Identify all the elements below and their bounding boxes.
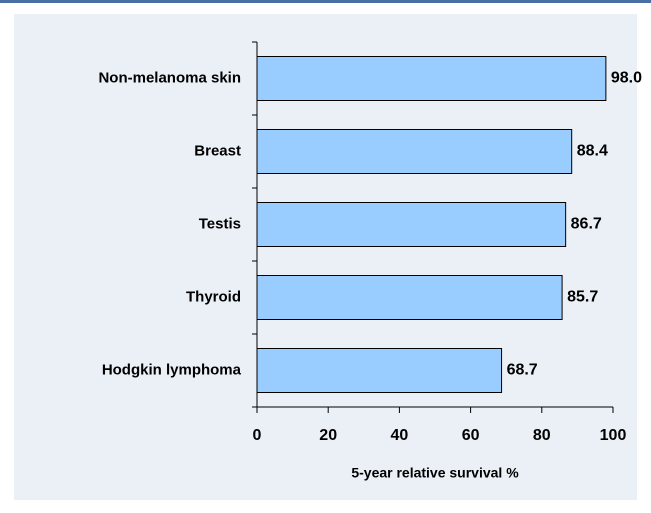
y-tick-label: Testis	[199, 215, 241, 232]
y-tick-label: Breast	[194, 142, 241, 159]
y-tick-label: Non-melanoma skin	[98, 69, 241, 86]
value-label: 68.7	[507, 362, 538, 379]
value-label: 98.0	[611, 70, 642, 87]
x-tick-label: 0	[253, 427, 262, 444]
value-label: 86.7	[571, 216, 602, 233]
x-tick-label: 20	[319, 427, 337, 444]
top-border	[0, 0, 651, 3]
bar	[256, 275, 563, 320]
value-label: 88.4	[577, 143, 608, 160]
x-tick-label: 100	[600, 427, 627, 444]
bar	[256, 129, 573, 174]
x-tick-label: 40	[391, 427, 409, 444]
bar	[256, 56, 607, 101]
y-tick-label: Thyroid	[186, 288, 241, 305]
bar	[256, 348, 503, 393]
bar	[256, 202, 567, 247]
y-tick-label: Hodgkin lymphoma	[102, 361, 242, 378]
x-tick-label: 80	[533, 427, 551, 444]
x-tick-label: 60	[462, 427, 480, 444]
x-axis-label: 5-year relative survival %	[351, 465, 519, 481]
value-label: 85.7	[567, 289, 598, 306]
